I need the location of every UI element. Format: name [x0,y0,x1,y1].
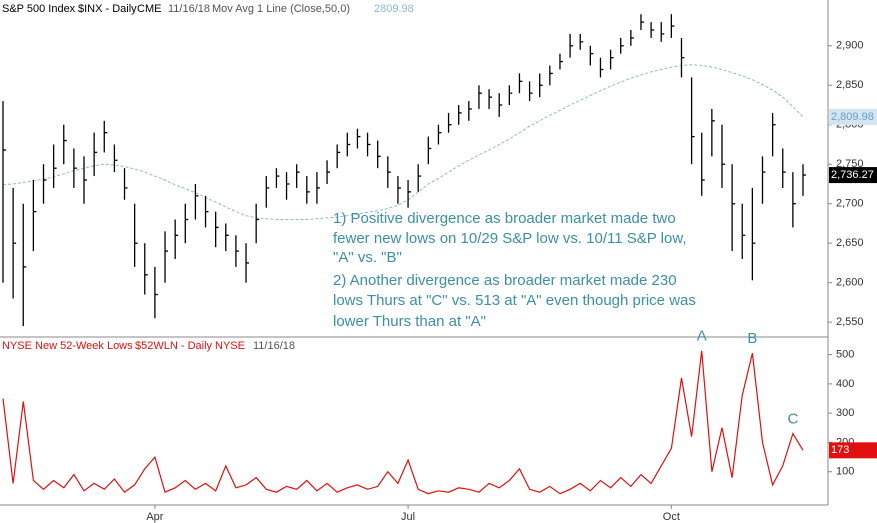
annotation-letter: C [787,411,798,428]
annotation: lower Thurs than at "A" [333,313,486,330]
line [2,350,804,495]
value-tag [829,442,877,459]
y-tick-label: 2,550 [836,316,864,328]
y-tick-label: 2,600 [836,277,864,289]
x-tick-label: Oct [663,511,680,523]
price-tag [829,108,877,125]
title: S&P 500 Index [2,3,76,15]
price-tag-label: 2,736.27 [831,169,874,181]
annotation: fewer new lows on 10/29 S&P low vs. 10/1… [333,230,687,247]
value-tag-label: 173 [831,444,849,456]
annotation-letter: A [697,328,707,345]
price-tag-label: 2,809.98 [831,111,874,123]
x-tick-label: Apr [146,511,163,523]
exchange: NYSE [215,340,245,352]
y-tick-label: 500 [836,348,854,360]
annotation-letter: B [747,330,757,347]
symbol: $52WLN - Daily [135,340,213,352]
y-tick-label: 2,900 [836,40,864,52]
overlay-last: 2809.98 [374,3,414,15]
exchange: CME [137,3,161,15]
annotation: lows Thurs at "C" vs. 513 at "A" even th… [333,292,696,309]
y-tick-label: 100 [836,466,854,478]
y-tick-label: 2,850 [836,79,864,91]
y-tick-label: 300 [836,407,854,419]
x-tick-label: Jul [401,511,415,523]
y-tick-label: 2,700 [836,198,864,210]
annotation: 2) Another divergence as broader market … [333,272,677,289]
date: 11/16/18 [253,340,295,352]
price-tag [829,167,877,184]
y-tick-label: 2,650 [836,237,864,249]
annotation: 1) Positive divergence as broader market… [333,210,676,227]
title: NYSE New 52-Week Lows [2,340,133,352]
moving-average [2,64,804,220]
symbol: $INX - Daily [78,3,137,15]
overlay-name: Mov Avg 1 Line (Close,50,0) [212,3,350,15]
annotation: "A" vs. "B" [333,249,402,266]
y-tick-label: 400 [836,378,854,390]
date: 11/16/18 [168,3,210,15]
